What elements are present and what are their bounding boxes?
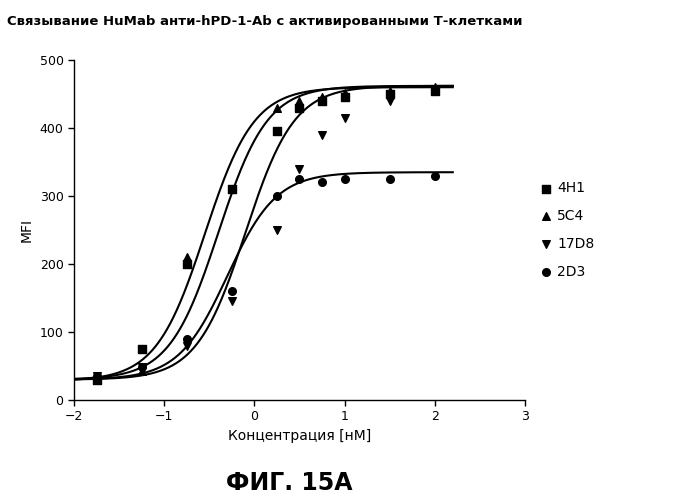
4H1: [339, 94, 350, 102]
Text: Связывание HuMab анти-hPD-1-Ab с активированными Т-клетками: Связывание HuMab анти-hPD-1-Ab с активир…: [7, 15, 522, 28]
5C4: [136, 368, 147, 376]
5C4: [429, 83, 440, 91]
17D8: [136, 364, 147, 372]
2D3: [91, 372, 102, 380]
5C4: [317, 94, 328, 102]
17D8: [384, 97, 395, 105]
5C4: [226, 185, 238, 193]
5C4: [272, 104, 283, 112]
4H1: [429, 86, 440, 94]
17D8: [317, 131, 328, 139]
Legend: 4H1, 5C4, 17D8, 2D3: 4H1, 5C4, 17D8, 2D3: [536, 176, 600, 284]
2D3: [384, 175, 395, 183]
4H1: [294, 104, 305, 112]
17D8: [272, 226, 283, 234]
4H1: [272, 128, 283, 136]
17D8: [429, 86, 440, 94]
2D3: [339, 175, 350, 183]
17D8: [339, 114, 350, 122]
4H1: [317, 97, 328, 105]
4H1: [91, 376, 102, 384]
Y-axis label: MFI: MFI: [20, 218, 34, 242]
2D3: [136, 364, 147, 372]
5C4: [182, 253, 192, 261]
2D3: [317, 178, 328, 186]
4H1: [182, 260, 192, 268]
5C4: [384, 86, 395, 94]
4H1: [384, 90, 395, 98]
4H1: [226, 185, 238, 193]
Text: ФИГ. 15А: ФИГ. 15А: [226, 471, 353, 495]
2D3: [429, 172, 440, 179]
X-axis label: Концентрация [нМ]: Концентрация [нМ]: [228, 429, 371, 443]
5C4: [91, 374, 102, 382]
2D3: [294, 175, 305, 183]
17D8: [226, 298, 238, 306]
4H1: [136, 345, 147, 353]
5C4: [294, 97, 305, 105]
17D8: [91, 372, 102, 380]
17D8: [294, 165, 305, 173]
17D8: [182, 342, 192, 349]
2D3: [182, 335, 192, 343]
2D3: [226, 287, 238, 295]
2D3: [272, 192, 283, 200]
5C4: [339, 88, 350, 96]
